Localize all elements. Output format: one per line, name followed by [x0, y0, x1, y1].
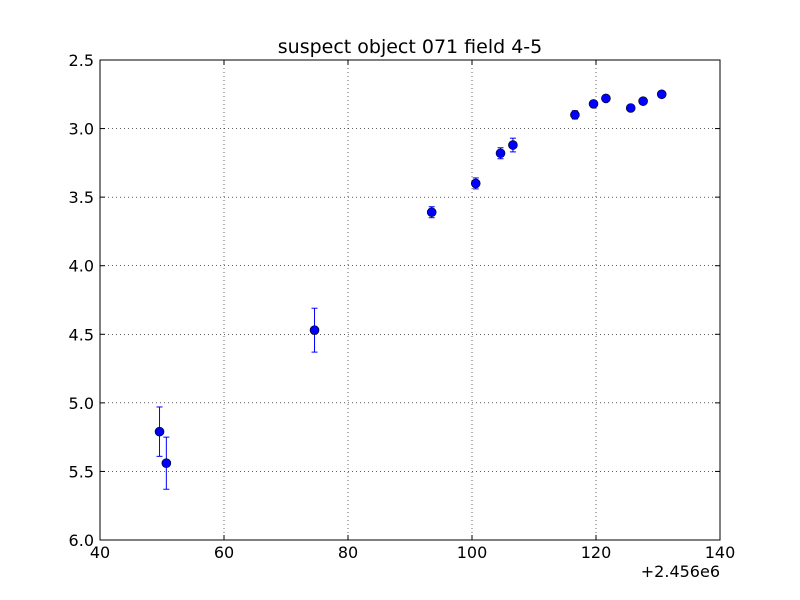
- data-point: [309, 325, 320, 335]
- y-tick-label: 5.0: [69, 394, 94, 413]
- y-tick-label: 2.5: [69, 51, 94, 70]
- x-offset-label: +2.456e6: [641, 562, 720, 581]
- x-tick-label: 120: [581, 543, 612, 562]
- data-point: [601, 93, 611, 104]
- data-point: [570, 110, 580, 120]
- chart-title: suspect object 071 field 4-5: [278, 36, 543, 58]
- y-tick-label: 4.0: [69, 257, 94, 276]
- data-point: [508, 140, 518, 150]
- x-tick-label: 140: [705, 543, 736, 562]
- error-bars: [156, 91, 665, 490]
- y-tick-label: 3.0: [69, 120, 94, 139]
- data-point: [638, 96, 648, 106]
- x-tick-label: 80: [338, 543, 358, 562]
- data-point: [656, 89, 667, 100]
- data-point: [588, 99, 599, 109]
- x-tick-label: 40: [90, 543, 110, 562]
- data-point: [495, 148, 506, 159]
- data-points: [154, 89, 667, 469]
- plot-frame: [99, 59, 721, 541]
- ticks: 40 60 80 100 120 140 2.5 3.0 3.5 4.0 4.5 5.0 5.5 6.0: [69, 51, 736, 562]
- x-tick-label: 100: [457, 543, 488, 562]
- grid: [100, 60, 720, 540]
- y-tick-label: 4.5: [69, 325, 94, 344]
- data-point: [161, 458, 172, 469]
- y-tick-label: 5.5: [69, 462, 94, 481]
- y-tick-label: 3.5: [69, 188, 94, 207]
- x-tick-label: 60: [214, 543, 234, 562]
- data-point: [426, 207, 437, 218]
- data-point: [154, 426, 165, 437]
- y-tick-label: 6.0: [69, 531, 94, 550]
- data-point: [625, 103, 636, 113]
- data-point: [470, 178, 481, 189]
